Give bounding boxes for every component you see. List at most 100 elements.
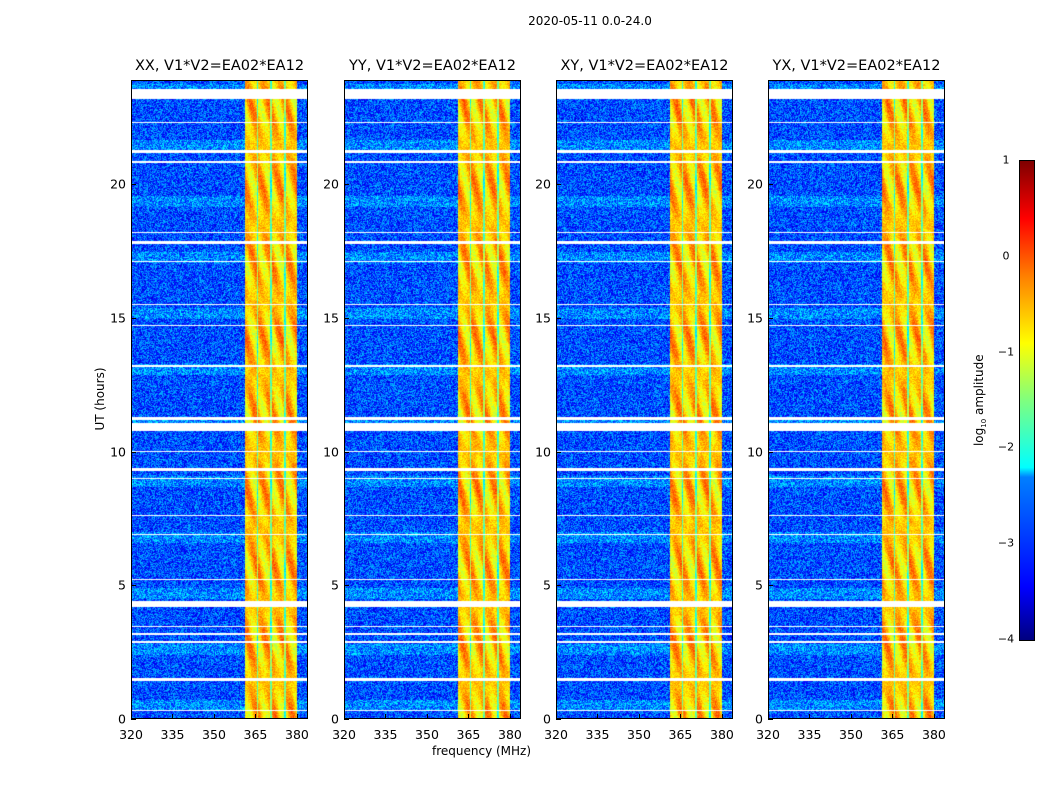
x-tick (255, 714, 257, 719)
plot-frame (344, 80, 521, 719)
y-tick-label: 5 (118, 577, 126, 593)
colorbar-tick-label: −3 (997, 536, 1015, 550)
x-tick-label: 380 (498, 727, 522, 742)
x-tick (556, 714, 557, 719)
colorbar-tick-label: −2 (997, 440, 1015, 454)
heatmap-image (556, 80, 733, 719)
x-tick-label: 335 (373, 727, 398, 742)
y-tick (556, 451, 561, 453)
y-tick-label: 20 (110, 176, 126, 192)
y-tick-label: 15 (747, 310, 763, 326)
x-tick (426, 714, 428, 719)
x-axis-label: frequency (MHz) (432, 744, 532, 758)
x-tick-label: 350 (415, 727, 439, 742)
x-tick-label: 365 (243, 727, 268, 742)
x-tick-label: 320 (119, 727, 143, 742)
colorbar-tick-label: −1 (997, 345, 1015, 359)
x-tick-label: 380 (922, 727, 946, 742)
x-tick (131, 714, 132, 719)
x-tick (344, 714, 345, 719)
y-tick (556, 317, 561, 319)
x-tick-label: 350 (202, 727, 226, 742)
y-tick-label: 0 (755, 711, 763, 727)
y-axis-label: UT (hours) (93, 367, 107, 431)
panel-title: XX, V1*V2=EA02*EA12 (134, 58, 305, 74)
x-tick (892, 714, 894, 719)
plot-frame (556, 80, 733, 719)
x-tick (850, 714, 852, 719)
y-tick (556, 719, 561, 720)
x-tick (172, 714, 174, 719)
colorbar (1019, 160, 1035, 641)
y-tick-label: 10 (323, 444, 339, 460)
spectrogram-panel-4: YX, V1*V2=EA02*EA12 320 335 350 365 380 0 5 10 15… (747, 58, 946, 742)
y-tick (768, 184, 773, 186)
y-tick (556, 585, 561, 587)
y-tick (344, 719, 349, 720)
y-tick (768, 719, 773, 720)
panel-title: XY, V1*V2=EA02*EA12 (560, 58, 729, 74)
x-tick (385, 714, 387, 719)
y-tick-label: 5 (543, 577, 551, 593)
x-tick (468, 714, 470, 719)
heatmap-image (344, 80, 521, 719)
x-tick (721, 714, 723, 719)
x-tick (809, 714, 811, 719)
spectrogram-panel-1: XX, V1*V2=EA02*EA12 320 335 350 365 380 0 5 10 15… (110, 58, 309, 742)
heatmap-image (768, 80, 945, 719)
panel-title: YY, V1*V2=EA02*EA12 (349, 58, 516, 74)
x-tick (933, 714, 935, 719)
colorbar-label: log10 amplitude (971, 354, 989, 447)
y-tick-label: 10 (535, 444, 551, 460)
colorbar-tick-label: 1 (1002, 153, 1010, 167)
x-tick (597, 714, 599, 719)
y-tick-label: 0 (543, 711, 551, 727)
x-tick (768, 714, 769, 719)
y-tick (768, 451, 773, 453)
x-tick-label: 335 (797, 727, 822, 742)
plot-frame (768, 80, 945, 719)
y-tick (344, 184, 349, 186)
y-tick-label: 10 (747, 444, 763, 460)
x-tick (213, 714, 215, 719)
x-tick-label: 320 (756, 727, 780, 742)
spectrogram-panel-3: XY, V1*V2=EA02*EA12 320 335 350 365 380 0 5 10 15… (535, 58, 734, 742)
y-tick-label: 15 (535, 310, 551, 326)
y-tick-label: 20 (323, 176, 339, 192)
figure-title: 2020-05-11 0.0-24.0 (528, 14, 652, 28)
x-tick-label: 335 (160, 727, 185, 742)
x-tick (509, 714, 511, 719)
heatmap-image (131, 80, 308, 719)
y-tick-label: 20 (747, 176, 763, 192)
x-tick (680, 714, 682, 719)
y-tick (768, 585, 773, 587)
x-tick-label: 365 (668, 727, 693, 742)
spectrogram-panel-2: YY, V1*V2=EA02*EA12 320 335 350 365 380 0 5 10 15… (323, 58, 522, 742)
y-tick-label: 0 (331, 711, 339, 727)
y-tick (556, 184, 561, 186)
y-tick-label: 20 (535, 176, 551, 192)
y-tick (131, 317, 136, 319)
x-tick-label: 380 (285, 727, 309, 742)
y-tick (344, 585, 349, 587)
x-tick (296, 714, 298, 719)
y-tick-label: 5 (331, 577, 339, 593)
y-tick (344, 317, 349, 319)
x-tick-label: 320 (332, 727, 356, 742)
colorbar-tick-label: −4 (997, 632, 1015, 646)
x-tick-label: 335 (585, 727, 610, 742)
x-tick-label: 365 (880, 727, 905, 742)
y-tick (131, 184, 136, 186)
x-tick-label: 365 (456, 727, 481, 742)
y-tick-label: 10 (110, 444, 126, 460)
y-tick (768, 317, 773, 319)
y-tick-label: 5 (755, 577, 763, 593)
y-tick (344, 451, 349, 453)
y-tick (131, 719, 136, 720)
y-tick-label: 0 (118, 711, 126, 727)
panel-title: YX, V1*V2=EA02*EA12 (772, 58, 941, 74)
y-tick (131, 585, 136, 587)
colorbar-tick-label: 0 (1002, 249, 1010, 263)
x-tick-label: 350 (627, 727, 651, 742)
x-tick (638, 714, 640, 719)
